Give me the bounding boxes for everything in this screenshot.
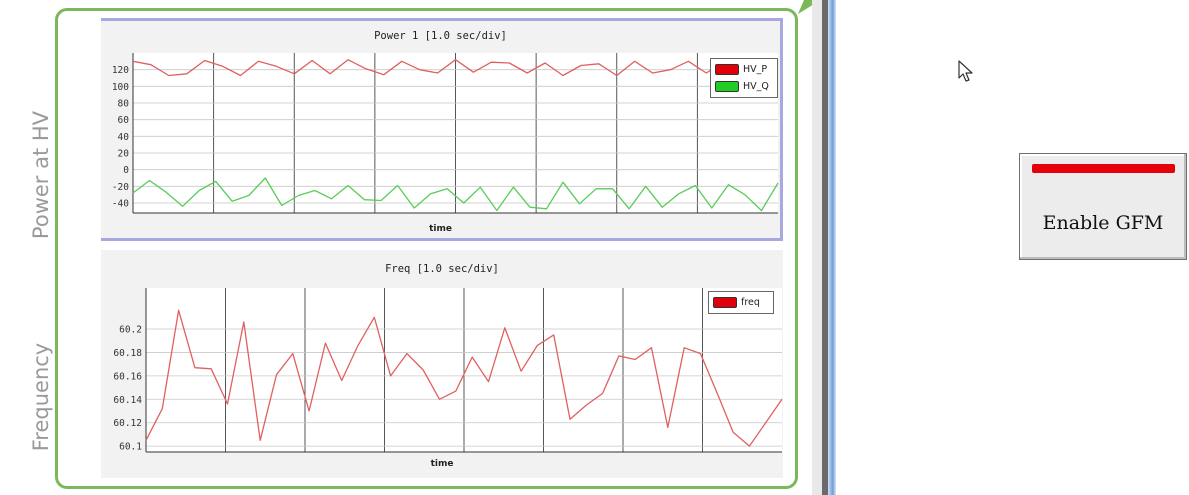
power-row-label: Power at HV — [29, 110, 53, 240]
power-plot-xlabel: time — [429, 224, 452, 234]
legend-item-hv-p: HV_P — [715, 61, 773, 78]
freq-plot-xlabel: time — [430, 459, 454, 469]
y-tick-label: 60.1 — [119, 442, 142, 453]
legend-label-freq: freq — [741, 297, 760, 308]
y-tick-label: 60.12 — [113, 418, 142, 429]
y-tick-label: -20 — [112, 182, 129, 193]
y-tick-label: 100 — [112, 82, 129, 93]
y-tick-label: 60.18 — [113, 348, 142, 359]
freq-plot-svg: 60.2 60.18 60.16 60.14 60.12 60.1 — [113, 288, 783, 453]
y-tick-label: 0 — [123, 165, 129, 176]
mouse-pointer-icon — [958, 60, 973, 82]
window-splitter-left — [812, 0, 822, 495]
frequency-row-label: Frequency — [29, 342, 53, 452]
series-line-hv-q — [132, 177, 779, 212]
window-splitter[interactable] — [822, 0, 828, 495]
freq-plot-panel: 60.2 60.18 60.16 60.14 60.12 60.1 Freq [1.0 s… — [101, 250, 783, 478]
power-plot-svg: 120 100 80 60 40 20 0 -20 -40 — [112, 53, 779, 214]
legend-item-hv-q: HV_Q — [715, 78, 773, 95]
y-tick-label: 60.14 — [113, 395, 142, 406]
power-plot-panel: 120 100 80 60 40 20 0 -20 -40 Power 1 [1.0 sec/d… — [101, 18, 783, 241]
enable-gfm-label: Enable GFM — [1042, 212, 1164, 234]
legend-swatch-hv-q — [715, 81, 739, 92]
legend-swatch-hv-p — [715, 64, 739, 75]
legend-item-freq: freq — [713, 294, 769, 311]
legend-label-hv-q: HV_Q — [743, 81, 769, 92]
gfm-status-indicator — [1032, 164, 1175, 173]
freq-plot-legend: freq — [708, 291, 774, 314]
series-line-hv-p — [132, 59, 779, 77]
enable-gfm-button[interactable]: Enable GFM — [1019, 153, 1187, 260]
legend-label-hv-p: HV_P — [743, 64, 768, 75]
y-tick-label: 60 — [118, 115, 130, 126]
power-plot-title: Power 1 [1.0 sec/div] — [374, 30, 507, 42]
y-tick-label: 80 — [118, 99, 130, 110]
window-border — [828, 0, 836, 495]
y-tick-label: -40 — [112, 199, 129, 210]
freq-plot-title: Freq [1.0 sec/div] — [385, 263, 499, 275]
y-tick-label: 60.2 — [119, 325, 142, 336]
legend-swatch-freq — [713, 297, 737, 308]
y-tick-label: 20 — [118, 149, 130, 160]
y-tick-label: 120 — [112, 65, 129, 76]
y-tick-label: 60.16 — [113, 371, 142, 382]
y-tick-label: 40 — [118, 132, 130, 143]
power-plot-legend: HV_P HV_Q — [710, 58, 778, 98]
highlight-frame — [55, 8, 798, 489]
series-line-freq — [145, 309, 783, 447]
